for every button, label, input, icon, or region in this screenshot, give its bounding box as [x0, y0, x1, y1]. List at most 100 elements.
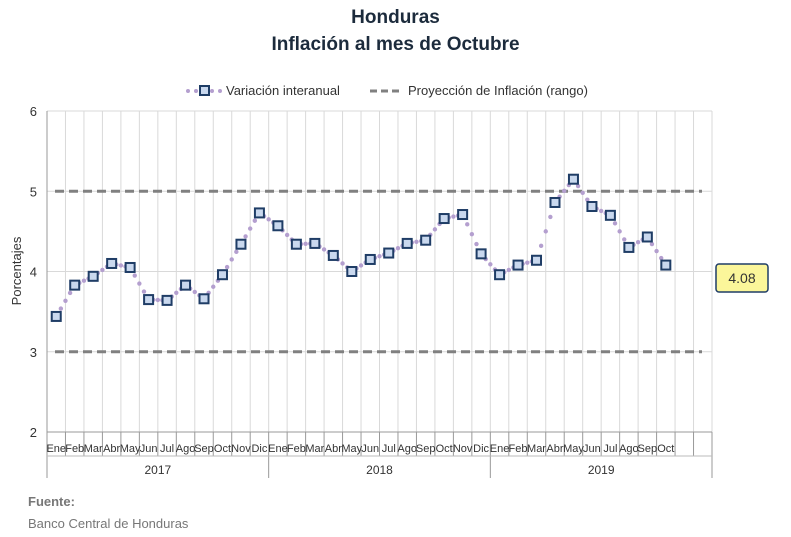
data-point — [494, 269, 506, 281]
series-dot — [67, 290, 73, 296]
y-tick-label: 2 — [30, 425, 37, 440]
data-point — [549, 196, 561, 208]
data-point — [420, 234, 432, 246]
x-tick-label-month: Mar — [305, 443, 324, 455]
series-dot — [229, 257, 234, 262]
x-tick-label-month: Feb — [287, 443, 306, 455]
series-dot — [118, 263, 124, 268]
data-point — [641, 231, 653, 243]
x-tick-label-month: Ene — [46, 443, 66, 455]
series-dot — [525, 260, 530, 265]
x-tick-label-month: Ago — [619, 443, 639, 455]
data-point — [216, 269, 228, 281]
data-point — [586, 200, 598, 212]
series-dot — [465, 222, 470, 227]
series-dot — [474, 241, 479, 247]
x-tick-label-year: 2018 — [366, 463, 393, 477]
data-point — [290, 238, 302, 250]
axes — [46, 111, 713, 478]
data-point — [660, 259, 672, 271]
series-dot — [575, 183, 581, 189]
y-tick-label: 4 — [30, 265, 37, 280]
series-dot — [562, 188, 567, 194]
y-tick-label: 3 — [30, 345, 37, 360]
data-point — [567, 173, 579, 185]
source-label: Fuente: — [28, 494, 75, 509]
series-dot — [100, 267, 105, 273]
data-point — [346, 266, 358, 277]
chart-title: Honduras — [351, 7, 440, 28]
series-dot — [224, 264, 230, 270]
x-tick-label-month: Sep — [416, 443, 436, 455]
data-markers — [50, 173, 672, 322]
data-point — [438, 213, 450, 225]
data-point — [457, 209, 469, 221]
data-point — [272, 220, 284, 232]
value-callout: 4.08 — [715, 263, 769, 293]
data-point — [364, 253, 376, 265]
data-point — [124, 261, 136, 273]
data-point — [161, 294, 173, 306]
x-tick-label-month: Nov — [453, 443, 473, 455]
x-tick-label-month: Jul — [603, 443, 617, 455]
series-dot — [506, 267, 512, 273]
chart-subtitle: Inflación al mes de Octubre — [271, 34, 520, 55]
series-dot — [538, 243, 544, 249]
series-dot — [635, 240, 641, 245]
data-point — [623, 241, 635, 253]
data-point — [87, 270, 99, 282]
data-point — [531, 254, 543, 266]
series-dot — [451, 214, 456, 219]
data-point — [143, 294, 155, 306]
series-dot — [358, 263, 364, 268]
series-dot — [81, 278, 87, 283]
source-text: Banco Central de Honduras — [28, 516, 189, 531]
series-dot — [543, 229, 548, 234]
series-dot — [63, 298, 68, 303]
x-tick-label-month: Ago — [176, 443, 196, 455]
x-tick-label-month: Jun — [583, 443, 601, 455]
x-tick-label-month: Jun — [361, 443, 379, 455]
x-tick-label-year: 2017 — [144, 463, 171, 477]
data-point — [106, 257, 118, 269]
series-dot — [211, 284, 216, 289]
legend: Variación interanual Proyección de Infla… — [186, 83, 588, 98]
x-tick-label-month: Ene — [268, 443, 288, 455]
y-axis-title: Porcentajes — [9, 236, 24, 305]
series-dot — [617, 229, 622, 234]
data-point — [401, 237, 413, 249]
x-tick-label-month: Abr — [325, 443, 342, 455]
x-tick-label-month: Mar — [527, 443, 546, 455]
x-tick-label-month: May — [341, 443, 362, 455]
projection-range-lines — [55, 189, 702, 354]
callout-value: 4.08 — [728, 270, 755, 286]
series-dot — [488, 262, 493, 267]
series-dot — [659, 255, 664, 261]
series-dot — [377, 254, 382, 259]
x-tick-label-year: 2019 — [588, 463, 615, 477]
x-tick-label-month: Abr — [103, 443, 120, 455]
x-tick-label-month: Oct — [214, 443, 231, 455]
x-tick-label-month: Mar — [84, 443, 103, 455]
x-tick-label-month: Ago — [397, 443, 417, 455]
data-point — [50, 310, 62, 322]
series-dot — [654, 248, 659, 254]
series-dot — [469, 231, 475, 237]
x-tick-label-month: Oct — [657, 443, 674, 455]
series-dot — [340, 261, 345, 266]
legend-label-variacion: Variación interanual — [226, 83, 340, 98]
series-dot — [303, 241, 308, 247]
x-tick-label-month: Jul — [160, 443, 174, 455]
legend-marker-icon — [199, 85, 210, 96]
series-dot — [266, 217, 271, 222]
x-tick-label-month: Nov — [231, 443, 251, 455]
series-dot — [649, 241, 655, 247]
y-tick-label: 5 — [30, 184, 37, 199]
series-dot — [622, 237, 627, 242]
series-dot — [432, 227, 438, 232]
legend-item-proyeccion[interactable]: Proyección de Inflación (rango) — [370, 83, 588, 98]
legend-item-variacion[interactable]: Variación interanual — [186, 83, 340, 98]
series-dot — [132, 273, 137, 278]
x-tick-label-month: Ene — [490, 443, 510, 455]
